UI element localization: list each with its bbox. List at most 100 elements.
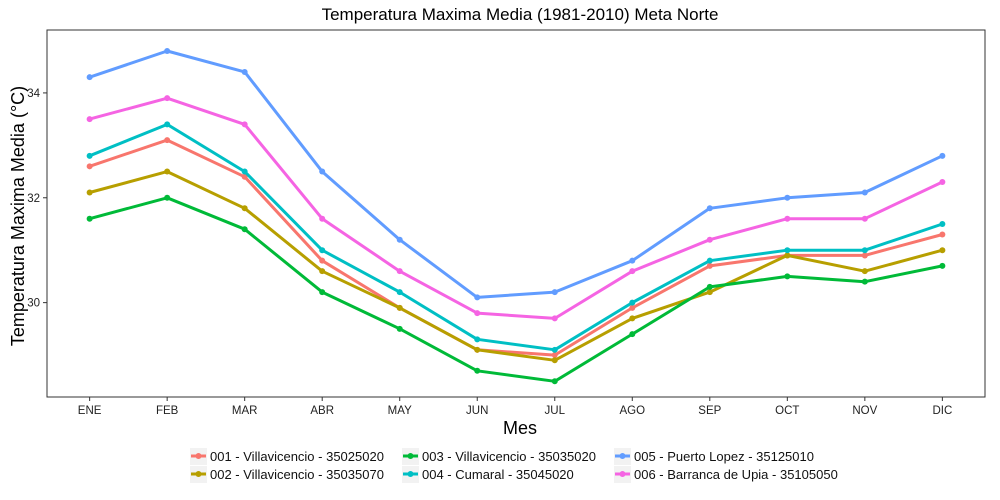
series-line — [88, 122, 944, 352]
x-axis-title: Mes — [503, 418, 537, 438]
data-point — [396, 325, 403, 332]
legend-marker — [619, 453, 626, 459]
data-point — [474, 367, 481, 374]
y-tick-label: 32 — [27, 193, 40, 205]
legend-marker — [195, 453, 202, 459]
data-point — [551, 346, 558, 353]
data-point — [396, 236, 403, 243]
data-point — [861, 268, 868, 275]
data-point — [164, 95, 171, 102]
series-line — [88, 49, 944, 299]
legend-item: 003 - Villavicencio - 35035020 — [402, 448, 596, 465]
x-tick-label: SEP — [698, 405, 721, 417]
legend-item: 005 - Puerto Lopez - 35125010 — [614, 448, 814, 465]
y-axis-title: Temperatura Maxima Media (°C) — [8, 86, 28, 346]
data-point — [86, 163, 93, 170]
data-point — [784, 194, 791, 201]
series-line — [88, 138, 944, 357]
data-point — [939, 231, 946, 238]
x-tick-label: JUL — [545, 405, 566, 417]
legend-marker — [195, 471, 202, 477]
data-point — [706, 289, 713, 296]
data-point — [241, 205, 248, 212]
chart-title: Temperatura Maxima Media (1981-2010) Met… — [322, 5, 719, 24]
data-point — [86, 189, 93, 196]
data-point — [551, 315, 558, 322]
legend-marker — [619, 471, 626, 477]
legend: 001 - Villavicencio - 35025020 002 - Vill… — [190, 448, 838, 483]
legend-item: 006 - Barranca de Upia - 35105050 — [614, 466, 838, 483]
y-tick-label: 34 — [27, 88, 40, 100]
data-point — [706, 236, 713, 243]
data-point — [164, 121, 171, 128]
data-point — [629, 315, 636, 322]
data-point — [86, 116, 93, 123]
legend-label: 006 - Barranca de Upia - 35105050 — [634, 467, 838, 482]
legend-label: 005 - Puerto Lopez - 35125010 — [634, 449, 814, 464]
legend-item: 002 - Villavicencio - 35035070 — [190, 466, 384, 483]
y-axis: 30 32 34 — [27, 88, 47, 310]
legend-item: 001 - Villavicencio - 35025020 — [190, 448, 384, 465]
series-layer — [86, 47, 946, 385]
data-point — [241, 121, 248, 128]
data-point — [861, 215, 868, 222]
data-point — [784, 215, 791, 222]
legend-label: 003 - Villavicencio - 35035020 — [422, 449, 596, 464]
data-point — [939, 179, 946, 186]
data-point — [164, 137, 171, 144]
plot-border — [46, 29, 986, 398]
data-point — [939, 220, 946, 227]
data-point — [861, 247, 868, 254]
data-point — [551, 352, 558, 359]
data-point — [319, 247, 326, 254]
data-point — [319, 215, 326, 222]
legend-marker — [407, 453, 414, 459]
data-point — [939, 247, 946, 254]
data-point — [396, 304, 403, 311]
x-tick-label: OCT — [775, 405, 799, 417]
x-tick-label: ABR — [310, 405, 334, 417]
data-point — [319, 289, 326, 296]
data-point — [939, 262, 946, 269]
data-point — [86, 215, 93, 222]
data-point — [396, 268, 403, 275]
data-point — [319, 268, 326, 275]
x-tick-label: FEB — [156, 405, 179, 417]
plot-panel — [46, 29, 986, 398]
x-tick-label: MAY — [388, 405, 412, 417]
data-point — [706, 205, 713, 212]
data-point — [629, 304, 636, 311]
data-point — [86, 152, 93, 159]
series-6 — [86, 95, 946, 322]
data-point — [551, 378, 558, 385]
series-2 — [86, 168, 946, 364]
data-point — [319, 168, 326, 175]
data-point — [629, 331, 636, 338]
data-point — [629, 299, 636, 306]
data-point — [784, 273, 791, 280]
data-point — [474, 310, 481, 317]
data-point — [939, 152, 946, 159]
data-point — [861, 278, 868, 285]
data-point — [784, 252, 791, 259]
data-point — [629, 257, 636, 264]
data-point — [861, 252, 868, 259]
data-point — [861, 189, 868, 196]
series-line — [88, 96, 944, 320]
x-tick-label: ENE — [78, 405, 102, 417]
legend-label: 004 - Cumaral - 35045020 — [422, 467, 574, 482]
x-tick-label: DIC — [932, 405, 952, 417]
data-point — [784, 247, 791, 254]
series-5 — [86, 47, 946, 301]
data-point — [86, 74, 93, 81]
data-point — [551, 289, 558, 296]
x-tick-label: NOV — [852, 405, 877, 417]
data-point — [241, 173, 248, 180]
series-4 — [86, 121, 946, 353]
data-point — [241, 68, 248, 75]
data-point — [474, 294, 481, 301]
series-line — [88, 170, 944, 362]
data-point — [241, 168, 248, 175]
data-point — [706, 262, 713, 269]
legend-marker — [407, 471, 414, 477]
